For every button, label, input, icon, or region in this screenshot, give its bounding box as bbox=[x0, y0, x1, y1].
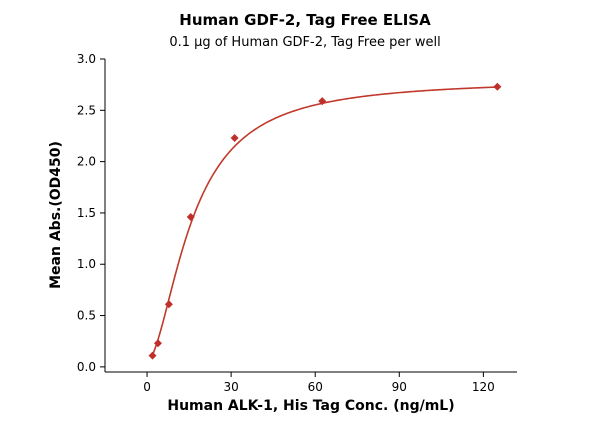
data-point bbox=[230, 134, 239, 143]
y-tick-label: 1.5 bbox=[77, 206, 96, 220]
x-tick-label: 0 bbox=[143, 380, 151, 394]
y-tick-label: 0.5 bbox=[77, 309, 96, 323]
data-point bbox=[493, 82, 502, 91]
x-axis-ticks: 0 30 60 90 120 bbox=[143, 372, 495, 394]
data-point bbox=[318, 97, 327, 106]
x-tick-label: 90 bbox=[392, 380, 407, 394]
plot-area: 0.0 0.5 1.0 1.5 2.0 2.5 3.0 0 30 60 90 120 bbox=[77, 52, 517, 394]
data-point bbox=[148, 351, 157, 360]
x-tick-label: 60 bbox=[308, 380, 323, 394]
x-tick-label: 120 bbox=[472, 380, 495, 394]
x-tick-label: 30 bbox=[223, 380, 238, 394]
y-tick-label: 3.0 bbox=[77, 52, 96, 66]
data-point bbox=[153, 339, 162, 348]
y-tick-label: 2.5 bbox=[77, 103, 96, 117]
data-point bbox=[186, 213, 195, 222]
y-tick-label: 0.0 bbox=[77, 360, 96, 374]
data-point bbox=[164, 300, 173, 309]
chart-subtitle: 0.1 µg of Human GDF-2, Tag Free per well bbox=[169, 35, 440, 50]
data-points bbox=[148, 82, 502, 360]
fit-curve bbox=[151, 86, 498, 356]
y-tick-label: 1.0 bbox=[77, 257, 96, 271]
x-axis-label: Human ALK-1, His Tag Conc. (ng/mL) bbox=[167, 398, 454, 414]
y-axis-label: Mean Abs.(OD450) bbox=[48, 141, 64, 289]
chart-title: Human GDF-2, Tag Free ELISA bbox=[179, 11, 431, 29]
y-tick-label: 2.0 bbox=[77, 155, 96, 169]
y-axis-ticks: 0.0 0.5 1.0 1.5 2.0 2.5 3.0 bbox=[77, 52, 105, 374]
